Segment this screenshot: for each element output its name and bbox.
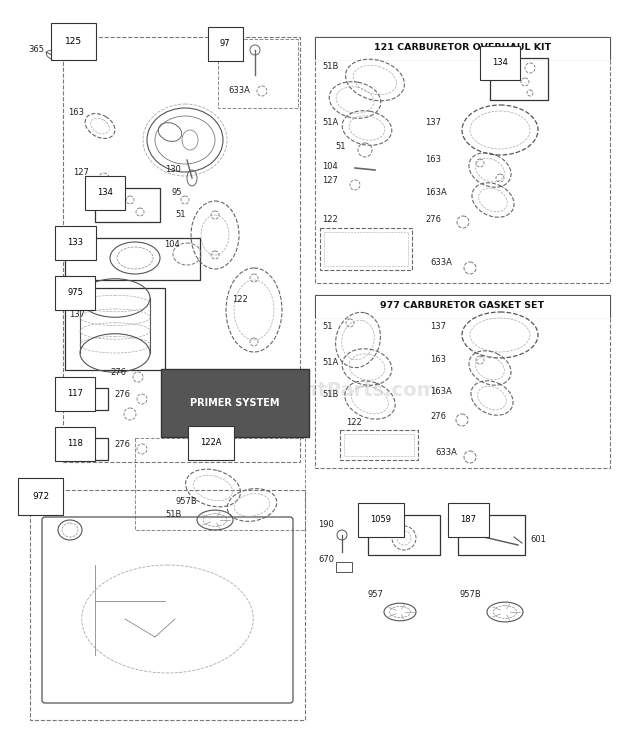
Text: 134: 134	[492, 58, 508, 67]
Text: 117: 117	[67, 389, 83, 398]
Text: 122: 122	[346, 418, 361, 427]
Bar	[316, 37, 609, 60]
Text: 601: 601	[530, 535, 546, 544]
Text: 51: 51	[175, 210, 185, 219]
Text: 51B: 51B	[165, 510, 182, 519]
Text: 130: 130	[165, 165, 181, 174]
Text: 125: 125	[65, 37, 82, 46]
Text: 276: 276	[114, 440, 130, 449]
Text: 137: 137	[430, 322, 446, 331]
Text: 365: 365	[28, 45, 44, 54]
Text: 51B: 51B	[322, 62, 339, 71]
Text: 127: 127	[322, 176, 338, 185]
Text: 137: 137	[425, 118, 441, 127]
Text: 104: 104	[164, 240, 180, 249]
Text: 122A: 122A	[200, 438, 221, 447]
Text: 51: 51	[322, 322, 332, 331]
Text: 276: 276	[425, 215, 441, 224]
Text: 276: 276	[110, 368, 126, 377]
Text: 187: 187	[460, 515, 476, 524]
Text: 51B: 51B	[322, 390, 339, 399]
Text: 121 CARBURETOR OVERHAUL KIT: 121 CARBURETOR OVERHAUL KIT	[374, 43, 551, 53]
Text: 97: 97	[220, 39, 231, 48]
Text: 163: 163	[430, 355, 446, 364]
Text: 633A: 633A	[435, 448, 457, 457]
Text: 1059: 1059	[370, 515, 391, 524]
Text: 134: 134	[97, 188, 113, 197]
Text: 276: 276	[430, 412, 446, 421]
Text: 972: 972	[32, 492, 49, 501]
Text: 122: 122	[322, 215, 338, 224]
Text: 975: 975	[67, 288, 83, 297]
Text: 118: 118	[67, 439, 83, 448]
Text: 163: 163	[68, 108, 84, 117]
Text: 51: 51	[335, 142, 345, 151]
Text: 133: 133	[67, 238, 83, 247]
Text: 957B: 957B	[460, 590, 482, 599]
Text: 127: 127	[73, 168, 89, 177]
Text: 163: 163	[425, 155, 441, 164]
Text: 276: 276	[114, 390, 130, 399]
Bar	[316, 295, 609, 318]
Text: 670: 670	[318, 555, 334, 564]
Text: 122: 122	[232, 295, 248, 304]
Text: 957B: 957B	[175, 497, 197, 506]
Text: 51A: 51A	[322, 118, 339, 127]
Text: 163A: 163A	[430, 387, 452, 396]
Text: 633A: 633A	[228, 86, 250, 95]
Text: 163A: 163A	[425, 188, 447, 197]
Text: 633A: 633A	[430, 258, 452, 267]
Text: 957: 957	[368, 590, 384, 599]
Text: 977 CARBURETOR GASKET SET: 977 CARBURETOR GASKET SET	[381, 301, 544, 310]
Text: 190: 190	[318, 520, 334, 529]
Text: 95: 95	[171, 188, 182, 197]
Text: PRIMER SYSTEM: PRIMER SYSTEM	[190, 398, 280, 408]
Text: 51A: 51A	[322, 358, 339, 367]
Text: 104: 104	[322, 162, 338, 171]
Text: ReplacementParts.com: ReplacementParts.com	[183, 380, 437, 400]
Text: 137: 137	[69, 310, 85, 319]
